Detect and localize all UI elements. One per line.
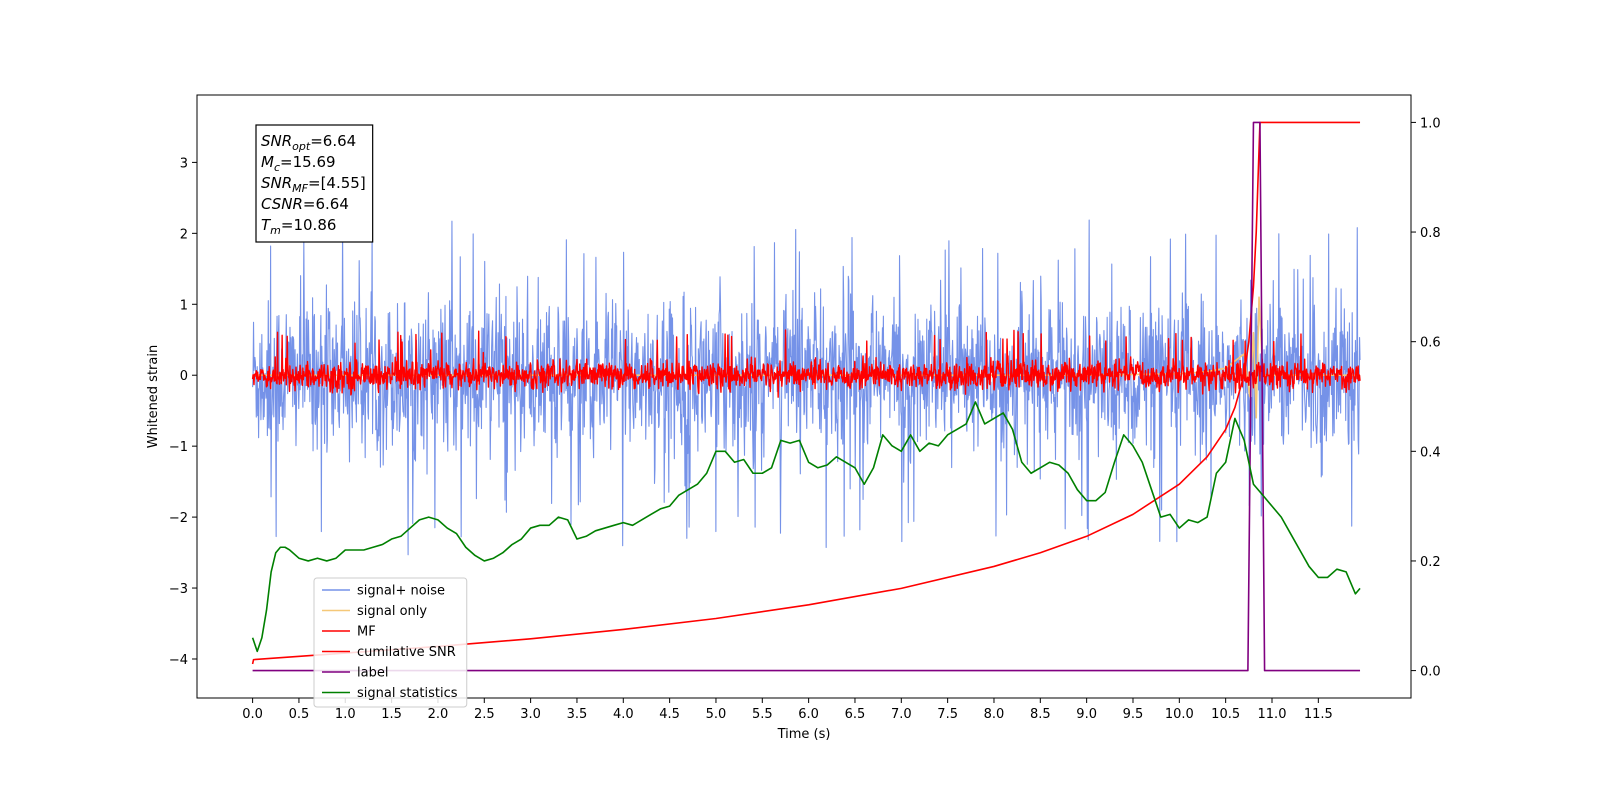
y-tick-label: −2 xyxy=(169,511,188,526)
x-tick-label: 3.5 xyxy=(567,707,588,722)
x-tick-label: 3.0 xyxy=(520,707,541,722)
x-tick-label: 9.5 xyxy=(1123,707,1144,722)
y2-tick-label: 1.0 xyxy=(1420,116,1441,131)
x-axis-label: Time (s) xyxy=(777,727,831,742)
info-box-line: Mc=15.69 xyxy=(261,153,336,174)
y-axis-label: Whitened strain xyxy=(146,345,161,448)
x-tick-label: 10.0 xyxy=(1165,707,1194,722)
y2-tick-label: 0.4 xyxy=(1420,445,1441,460)
x-tick-label: 5.0 xyxy=(706,707,727,722)
legend-label-cumilative-snr: cumilative SNR xyxy=(357,645,456,660)
info-box-frame xyxy=(255,124,374,243)
legend-label-signal-noise: signal+ noise xyxy=(357,584,445,599)
y-axis-left: −4 −3 −2 −1 0 1 2 3 xyxy=(169,156,197,668)
info-box-line: SNRMF=[4.55] xyxy=(261,174,366,195)
y-tick-label: 2 xyxy=(180,227,188,242)
y2-tick-label: 0.2 xyxy=(1420,555,1441,570)
y-tick-label: −1 xyxy=(169,440,188,455)
y-axis-right: 0.0 0.2 0.4 0.6 0.8 1.0 xyxy=(1411,116,1441,680)
x-tick-label: 8.5 xyxy=(1030,707,1051,722)
y-tick-label: 1 xyxy=(180,298,188,313)
x-tick-label: 6.0 xyxy=(798,707,819,722)
y2-tick-label: 0.6 xyxy=(1420,336,1441,351)
info-box-line: Tm=10.86 xyxy=(261,216,336,237)
x-tick-label: 7.0 xyxy=(891,707,912,722)
x-tick-label: 11.5 xyxy=(1304,707,1333,722)
info-box-line: CSNR=6.64 xyxy=(261,195,349,213)
x-tick-label: 11.0 xyxy=(1258,707,1287,722)
series-line-signal-noise xyxy=(252,219,1361,556)
x-tick-label: 6.5 xyxy=(845,707,866,722)
series-line-cumilative-snr xyxy=(251,121,1361,665)
info-box-line: SNRopt=6.64 xyxy=(261,132,356,153)
x-tick-label: 0.5 xyxy=(289,707,310,722)
y-tick-label: 0 xyxy=(180,369,188,384)
x-tick-label: 0.0 xyxy=(242,707,263,722)
x-tick-label: 2.5 xyxy=(474,707,495,722)
x-tick-label: 10.5 xyxy=(1211,707,1240,722)
y-tick-label: −3 xyxy=(169,582,188,597)
legend-label-signal-only: signal only xyxy=(357,604,427,619)
x-tick-label: 1.0 xyxy=(335,707,356,722)
y2-tick-label: 0.0 xyxy=(1420,665,1441,680)
series-line-label xyxy=(252,121,1361,672)
legend-label-mf: MF xyxy=(357,625,376,640)
legend-label-label: label xyxy=(357,666,388,681)
x-tick-label: 2.0 xyxy=(428,707,449,722)
x-tick-label: 4.0 xyxy=(613,707,634,722)
x-axis: 0.0 0.5 1.0 1.5 2.0 2.5 3.0 3.5 4.0 4.5 5.0 5.5 6.0 6… xyxy=(242,698,1333,722)
x-tick-label: 5.5 xyxy=(752,707,773,722)
legend-label-signal-statistics: signal statistics xyxy=(357,686,458,701)
legend: signal+ noise signal only MF cumilative SNR… xyxy=(313,577,468,708)
info-box: SNRopt=6.64Mc=15.69SNRMF=[4.55]CSNR=6.64… xyxy=(255,124,374,243)
plot-frame xyxy=(196,94,1412,699)
legend-frame xyxy=(313,577,468,708)
y-tick-label: 3 xyxy=(180,156,188,171)
x-tick-label: 8.0 xyxy=(984,707,1005,722)
x-tick-label: 7.5 xyxy=(937,707,958,722)
y-tick-label: −4 xyxy=(169,653,188,668)
x-tick-label: 1.5 xyxy=(381,707,402,722)
x-tick-label: 4.5 xyxy=(659,707,680,722)
series-line-mf xyxy=(251,329,1361,398)
x-tick-label: 9.0 xyxy=(1076,707,1097,722)
series-layer xyxy=(251,121,1361,672)
y2-tick-label: 0.8 xyxy=(1420,226,1441,241)
series-line-signal-statistics xyxy=(251,401,1361,653)
